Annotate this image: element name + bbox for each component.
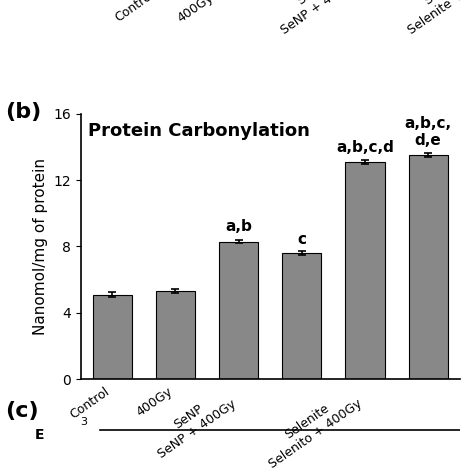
Text: Protein Carbonylation: Protein Carbonylation — [88, 122, 310, 140]
Bar — [282, 253, 321, 379]
Bar — [346, 162, 384, 379]
Text: a,b,c,d: a,b,c,d — [336, 140, 394, 155]
Text: a,b,c,
d,e: a,b,c, d,e — [405, 116, 452, 148]
Text: E: E — [35, 428, 45, 442]
Y-axis label: Nanomol/mg of protein: Nanomol/mg of protein — [33, 158, 47, 335]
Text: c: c — [297, 232, 306, 247]
Bar — [92, 295, 132, 379]
Text: Selenite
Selenite + 400Gy: Selenite Selenite + 400Gy — [397, 0, 474, 37]
Text: SeNP
SeNP + 400Gy: SeNP SeNP + 400Gy — [270, 0, 362, 37]
Bar — [409, 155, 448, 379]
Text: 400Gy: 400Gy — [175, 0, 217, 25]
Text: a,b: a,b — [225, 219, 252, 234]
Text: (b): (b) — [5, 102, 41, 122]
Bar — [219, 242, 258, 379]
Text: 3: 3 — [81, 417, 88, 427]
Bar — [156, 291, 195, 379]
Text: (c): (c) — [5, 401, 38, 420]
Text: Control: Control — [112, 0, 156, 25]
